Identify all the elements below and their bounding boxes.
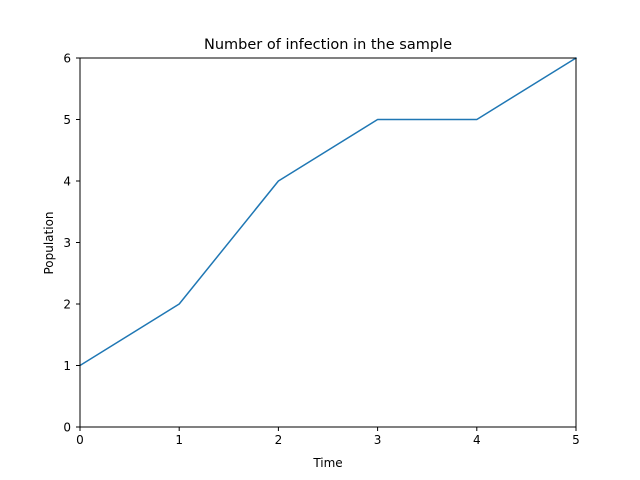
x-tick-label: 4 bbox=[473, 433, 481, 447]
plot-background bbox=[80, 58, 576, 427]
series-layer bbox=[78, 56, 578, 367]
y-tick-label: 3 bbox=[63, 236, 71, 250]
y-tick-label: 0 bbox=[63, 421, 71, 435]
x-tick-label: 2 bbox=[275, 433, 283, 447]
x-tick-label: 3 bbox=[374, 433, 382, 447]
y-tick-label: 5 bbox=[63, 113, 71, 127]
x-axis-label: Time bbox=[312, 456, 342, 470]
y-tick-label: 1 bbox=[63, 359, 71, 373]
y-axis-label: Population bbox=[42, 211, 56, 274]
plot-frame bbox=[79, 57, 577, 428]
y-tick-label: 2 bbox=[63, 298, 71, 312]
y-tick-label: 4 bbox=[63, 175, 71, 189]
x-tick-label: 5 bbox=[572, 433, 580, 447]
y-tick-label: 6 bbox=[63, 52, 71, 66]
y-axis: 0 1 2 3 4 5 6 bbox=[63, 52, 80, 435]
x-tick-label: 0 bbox=[76, 433, 84, 447]
x-tick-label: 1 bbox=[175, 433, 183, 447]
x-axis: 0 1 2 3 4 5 bbox=[76, 427, 580, 447]
chart-title: Number of infection in the sample bbox=[204, 37, 452, 53]
plot-area bbox=[80, 58, 576, 427]
series-line bbox=[78, 56, 578, 367]
